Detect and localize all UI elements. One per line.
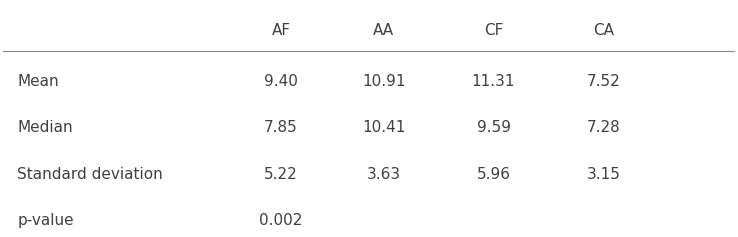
Text: 10.91: 10.91 [362, 74, 405, 89]
Text: 5.22: 5.22 [264, 167, 298, 182]
Text: 5.96: 5.96 [477, 167, 511, 182]
Text: 10.41: 10.41 [362, 120, 405, 135]
Text: Standard deviation: Standard deviation [18, 167, 163, 182]
Text: CA: CA [593, 23, 614, 38]
Text: 9.59: 9.59 [477, 120, 511, 135]
Text: 0.002: 0.002 [260, 213, 303, 228]
Text: 3.63: 3.63 [367, 167, 401, 182]
Text: 7.52: 7.52 [587, 74, 620, 89]
Text: AF: AF [272, 23, 291, 38]
Text: 11.31: 11.31 [472, 74, 515, 89]
Text: 7.85: 7.85 [264, 120, 298, 135]
Text: AA: AA [373, 23, 394, 38]
Text: Mean: Mean [18, 74, 59, 89]
Text: 9.40: 9.40 [264, 74, 298, 89]
Text: p-value: p-value [18, 213, 74, 228]
Text: Median: Median [18, 120, 73, 135]
Text: 3.15: 3.15 [587, 167, 621, 182]
Text: 7.28: 7.28 [587, 120, 620, 135]
Text: CF: CF [484, 23, 503, 38]
